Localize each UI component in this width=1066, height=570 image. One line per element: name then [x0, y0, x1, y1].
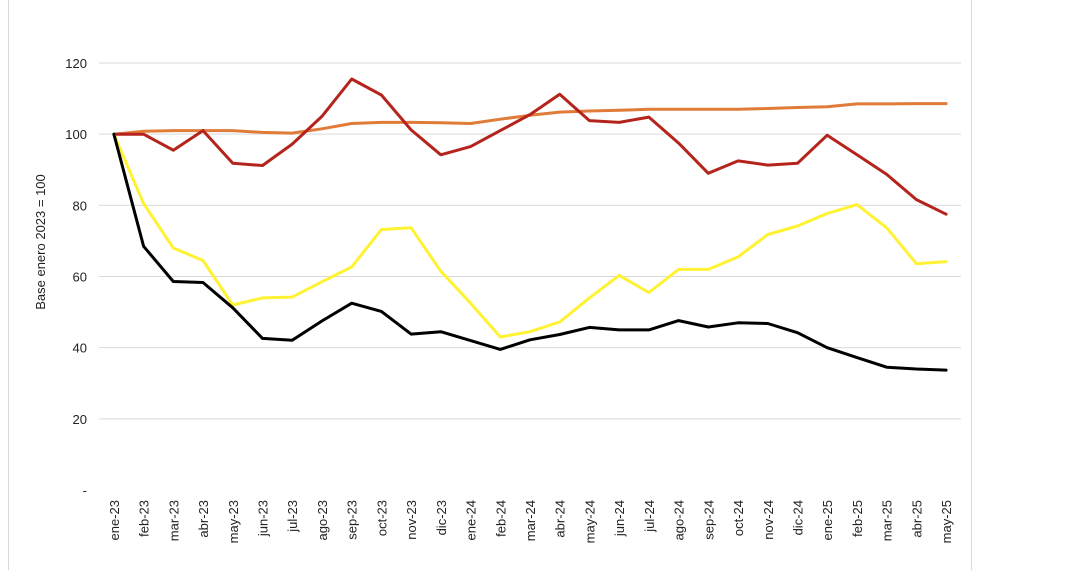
y-tick-label: 20 — [73, 412, 87, 427]
x-tick-label: jul-23 — [285, 500, 300, 533]
x-tick-label: dic-24 — [791, 500, 806, 535]
series-line-4 — [112, 132, 948, 372]
x-tick-label: mar-23 — [166, 500, 181, 541]
y-tick-label: 100 — [65, 127, 87, 142]
gridlines — [99, 62, 961, 491]
x-tick-label: oct-23 — [374, 500, 389, 536]
y-tick-label: 60 — [73, 270, 87, 285]
y-tick-label: 40 — [73, 341, 87, 356]
x-tick-label: ene-23 — [107, 500, 122, 540]
y-tick-label: 120 — [65, 56, 87, 71]
series-line-1 — [112, 102, 948, 136]
x-tick-label: jun-24 — [612, 500, 627, 537]
x-tick-label: feb-25 — [850, 500, 865, 537]
x-tick-label: jul-24 — [642, 500, 657, 533]
line-chart: - 20 40 60 80 100 120 ene-23 feb-23 mar-23 abr-23… — [33, 56, 961, 543]
x-tick-label: abr-23 — [196, 500, 211, 538]
series-lines — [112, 77, 948, 372]
x-tick-label: may-24 — [582, 500, 597, 543]
chart-frame: - 20 40 60 80 100 120 ene-23 feb-23 mar-23 abr-23… — [8, 0, 972, 570]
x-tick-label: dic-23 — [434, 500, 449, 535]
x-axis-ticks: ene-23 feb-23 mar-23 abr-23 may-23 jun-23 jul-… — [107, 500, 954, 543]
x-tick-label: oct-24 — [731, 500, 746, 536]
x-tick-label: may-25 — [939, 500, 954, 543]
x-tick-label: abr-25 — [909, 500, 924, 538]
x-tick-label: jun-23 — [255, 500, 270, 537]
series-line-3 — [112, 132, 948, 339]
x-tick-label: abr-24 — [553, 500, 568, 538]
x-tick-label: ene-25 — [820, 500, 835, 540]
y-axis-ticks: - 20 40 60 80 100 120 — [65, 56, 87, 498]
x-tick-label: sep-23 — [345, 500, 360, 540]
x-tick-label: nov-24 — [761, 500, 776, 540]
x-tick-label: ago-24 — [672, 500, 687, 540]
x-tick-label: mar-25 — [880, 500, 895, 541]
x-tick-label: sep-24 — [701, 500, 716, 540]
x-tick-label: feb-23 — [137, 500, 152, 537]
x-tick-label: mar-24 — [523, 500, 538, 541]
y-tick-label: - — [83, 483, 87, 498]
x-tick-label: ene-24 — [464, 500, 479, 540]
x-tick-label: nov-23 — [404, 500, 419, 540]
x-tick-label: feb-24 — [493, 500, 508, 537]
x-tick-label: may-23 — [226, 500, 241, 543]
series-line-2 — [112, 77, 948, 216]
x-tick-label: ago-23 — [315, 500, 330, 540]
y-tick-label: 80 — [73, 198, 87, 213]
y-axis-title: Base enero 2023 = 100 — [33, 174, 48, 310]
